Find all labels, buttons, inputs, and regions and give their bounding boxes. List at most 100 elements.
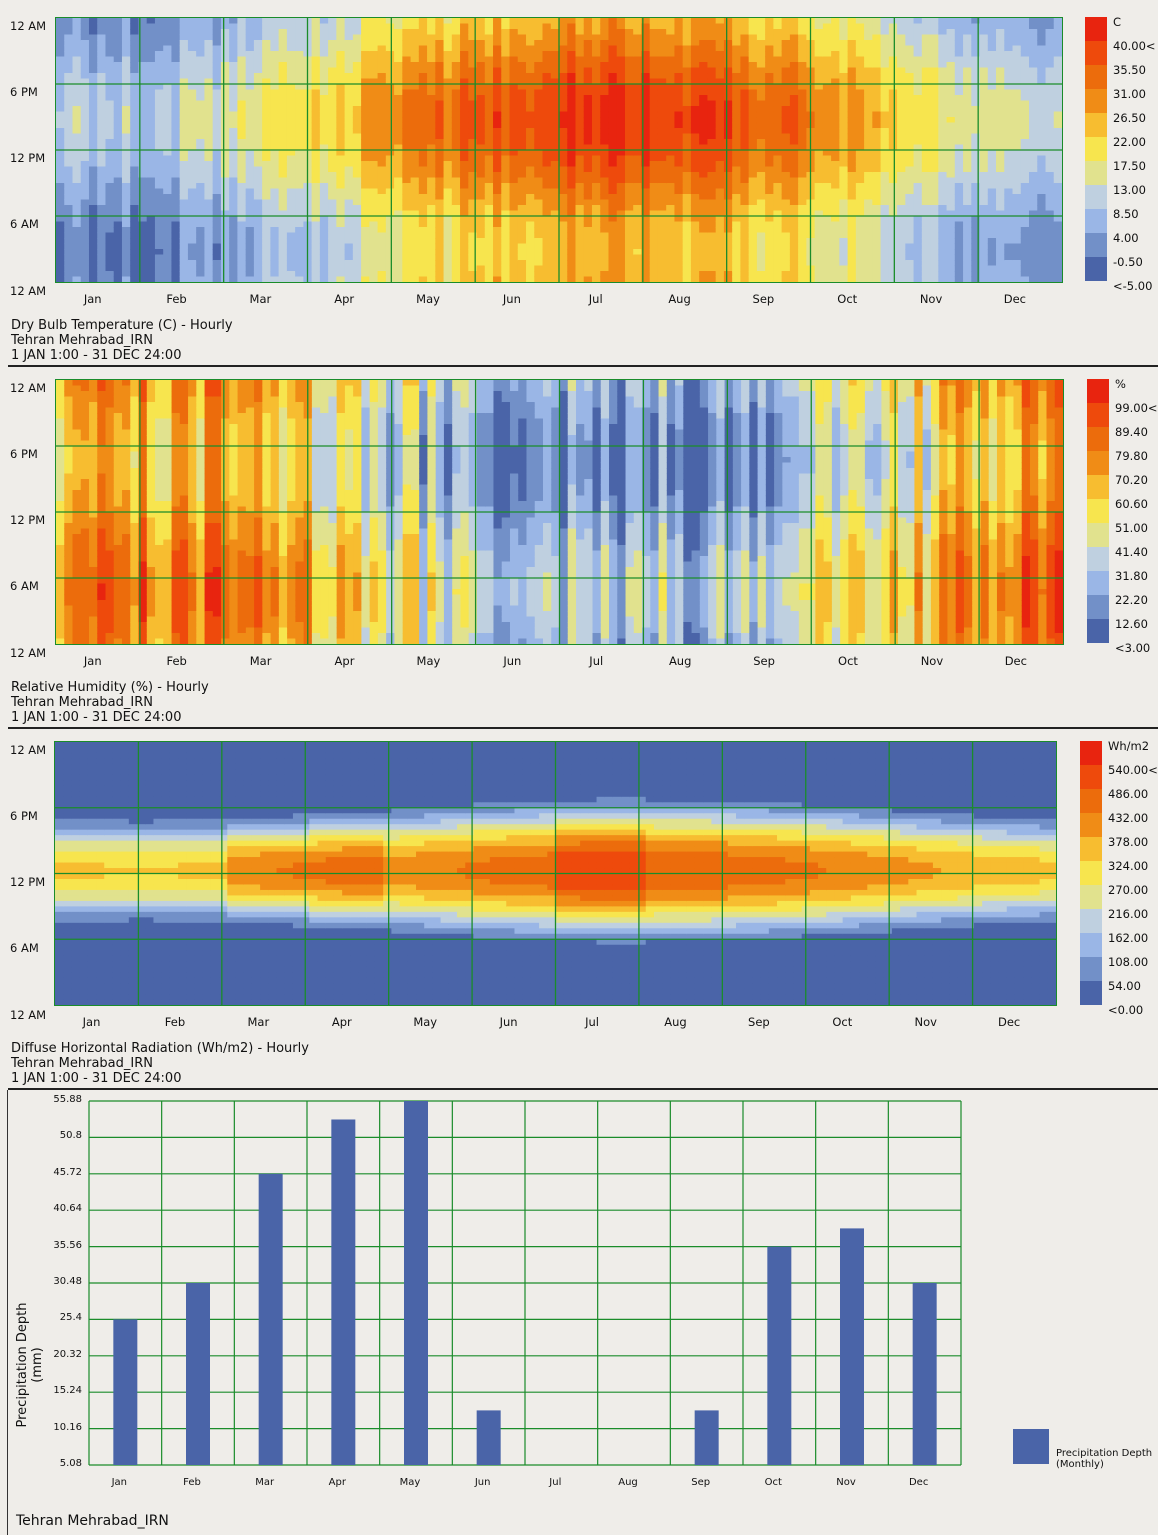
heatmap-cell [624, 139, 634, 146]
heatmap-cell [633, 78, 643, 85]
heatmap-cell [888, 45, 898, 52]
heatmap-cell [789, 56, 799, 63]
heatmap-cell [138, 84, 148, 91]
heatmap-cell [187, 89, 197, 96]
heatmap-cell [509, 199, 519, 206]
heatmap-cell [880, 78, 890, 85]
heatmap-cell [171, 194, 181, 201]
heatmap-cell [501, 139, 511, 146]
heatmap-cell [138, 100, 148, 107]
heatmap-cell [204, 166, 214, 173]
heatmap-cell [361, 243, 370, 250]
heatmap-cell [468, 243, 478, 250]
heatmap-cell [550, 144, 560, 151]
heatmap-cell [319, 139, 329, 146]
heatmap-cell [435, 56, 445, 63]
heatmap-cell [864, 210, 873, 217]
heatmap-cell [435, 139, 445, 146]
heatmap-cell [410, 128, 420, 135]
heatmap-cell [427, 106, 436, 113]
heatmap-cell [105, 150, 115, 157]
heatmap-cell [369, 238, 379, 245]
heatmap-cell [682, 128, 692, 135]
heatmap-cell [814, 194, 824, 201]
heatmap-cell [641, 34, 651, 41]
heatmap-cell [97, 210, 107, 217]
heatmap-cell [509, 161, 519, 168]
heatmap-cell [526, 166, 535, 173]
heatmap-cell [138, 128, 148, 135]
heatmap-cell [715, 111, 725, 118]
heatmap-cell [361, 188, 370, 195]
heatmap-cell [575, 40, 585, 47]
heatmap-cell [740, 23, 750, 30]
heatmap-cell [732, 56, 742, 63]
heatmap-cell [814, 271, 824, 278]
heatmap-cell [765, 150, 774, 157]
heatmap-cell [105, 183, 115, 190]
heatmap-cell [682, 221, 692, 228]
heatmap-cell [418, 238, 428, 245]
heatmap-cell [270, 276, 280, 282]
heatmap-cell [682, 106, 692, 113]
heatmap-cell [163, 276, 173, 282]
heatmap-cell [196, 84, 206, 91]
heatmap-cell [385, 40, 395, 47]
heatmap-cell [476, 139, 486, 146]
heatmap-cell [361, 166, 370, 173]
heatmap-cell [196, 254, 206, 261]
heatmap-cell [435, 161, 445, 168]
heatmap-cell [179, 73, 189, 80]
heatmap-cell [575, 276, 585, 282]
heatmap-cell [534, 150, 544, 157]
heatmap-cell [196, 161, 206, 168]
heatmap-cell [666, 100, 676, 107]
heatmap-cell [88, 139, 98, 146]
heatmap-cell [798, 271, 807, 278]
heatmap-cell [600, 51, 610, 58]
heatmap-cell [657, 232, 667, 239]
heatmap-cell [253, 227, 263, 234]
heatmap-cell [748, 216, 758, 223]
heatmap-cell [855, 271, 865, 278]
heatmap-cell [657, 128, 667, 135]
heatmap-cell [674, 106, 684, 113]
heatmap-cell [905, 155, 915, 162]
heatmap-cell [212, 95, 222, 102]
heatmap-cell [748, 238, 758, 245]
heatmap-cell [377, 166, 387, 173]
heatmap-cell [270, 210, 280, 217]
heatmap-cell [56, 18, 65, 25]
heatmap-cell [476, 221, 486, 228]
heatmap-cell [451, 34, 461, 41]
heatmap-cell [501, 73, 511, 80]
heatmap-cell [212, 128, 222, 135]
heatmap-cell [361, 210, 370, 217]
heatmap-cell [690, 161, 700, 168]
heatmap-cell [542, 155, 552, 162]
heatmap-cell [56, 183, 65, 190]
heatmap-cell [789, 260, 799, 267]
heatmap-cell [369, 95, 379, 102]
heatmap-cell [888, 232, 898, 239]
heatmap-cell [542, 89, 552, 96]
heatmap-cell [517, 276, 527, 282]
heatmap-cell [864, 188, 873, 195]
heatmap-cell [113, 62, 123, 69]
heatmap-cell [600, 144, 610, 151]
heatmap-cell [163, 139, 173, 146]
heatmap-cell [575, 117, 585, 124]
heatmap-cell [394, 128, 403, 135]
heatmap-cell [550, 89, 560, 96]
heatmap-cell [56, 177, 65, 184]
heatmap-cell [534, 128, 544, 135]
heatmap-cell [163, 183, 173, 190]
heatmap-cell [798, 78, 807, 85]
heatmap-cell [319, 89, 329, 96]
heatmap-cell [270, 117, 280, 124]
heatmap-cell [245, 56, 255, 63]
heatmap-cell [237, 249, 247, 256]
heatmap-cell [888, 199, 898, 206]
heatmap-cell [740, 56, 750, 63]
heatmap-cell [839, 271, 849, 278]
